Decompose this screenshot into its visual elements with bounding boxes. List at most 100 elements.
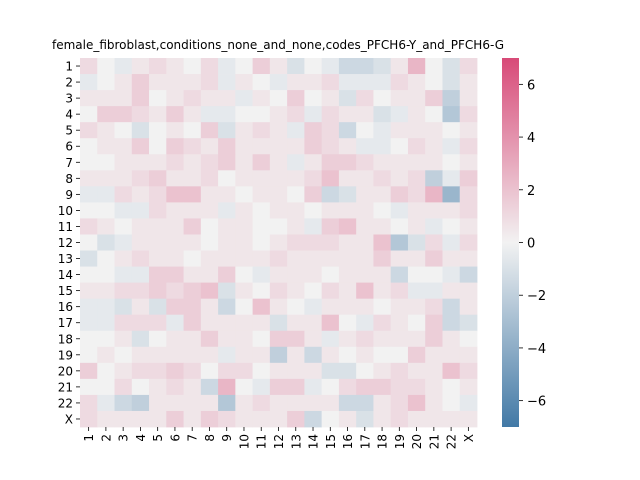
- heatmap-cell: [166, 122, 184, 139]
- heatmap-cell: [356, 266, 374, 284]
- heatmap-cell: [459, 218, 478, 235]
- heatmap-cell: [131, 58, 150, 75]
- heatmap-cell: [80, 298, 98, 316]
- heatmap-cell: [114, 362, 133, 380]
- heatmap-cell: [459, 138, 478, 155]
- row-tick-label: 11: [58, 220, 73, 234]
- heatmap-cell: [166, 138, 184, 155]
- column-tick-label: 19: [393, 434, 407, 449]
- heatmap-cell: [442, 250, 461, 267]
- heatmap-cell: [269, 138, 288, 155]
- heatmap-cell: [321, 266, 340, 284]
- heatmap-cell: [149, 314, 167, 332]
- heatmap-cell: [218, 378, 236, 396]
- heatmap-cell: [200, 266, 219, 284]
- heatmap-cell: [373, 410, 392, 428]
- heatmap-cell: [149, 122, 167, 139]
- heatmap-cell: [425, 394, 443, 412]
- heatmap-cell: [407, 90, 426, 107]
- heatmap-cell: [114, 154, 133, 171]
- heatmap-cell: [218, 330, 236, 348]
- heatmap-cell: [131, 298, 150, 316]
- heatmap-cell: [338, 346, 357, 364]
- heatmap-cell: [218, 202, 236, 219]
- heatmap-cell: [373, 90, 392, 107]
- heatmap-cell: [356, 394, 374, 412]
- heatmap-cell: [373, 106, 392, 123]
- heatmap-cell: [338, 186, 357, 203]
- colorbar-tick-label: −4: [527, 342, 546, 357]
- heatmap-cell: [287, 154, 305, 171]
- heatmap-cell: [114, 122, 133, 139]
- heatmap-cell: [356, 202, 374, 219]
- heatmap-cell: [80, 202, 98, 219]
- heatmap-cell: [97, 154, 115, 171]
- heatmap-cell: [97, 330, 115, 348]
- heatmap-cell: [269, 218, 288, 235]
- heatmap-cell: [356, 346, 374, 364]
- heatmap-cell: [97, 282, 115, 300]
- column-tick-label: 5: [151, 434, 165, 442]
- heatmap-cell: [252, 282, 271, 300]
- heatmap-cell: [183, 378, 202, 396]
- heatmap-cell: [442, 282, 461, 300]
- heatmap-cell: [114, 186, 133, 203]
- heatmap-cell: [390, 362, 409, 380]
- heatmap-cell: [200, 314, 219, 332]
- heatmap-cell: [304, 314, 323, 332]
- heatmap-cell: [356, 58, 374, 75]
- heatmap-cell: [252, 250, 271, 267]
- heatmap-cell: [200, 170, 219, 187]
- heatmap-cell: [356, 410, 374, 428]
- heatmap-cell: [459, 154, 478, 171]
- heatmap-cell: [459, 378, 478, 396]
- heatmap-cell: [407, 282, 426, 300]
- heatmap-cell: [373, 138, 392, 155]
- heatmap-cell: [200, 234, 219, 251]
- heatmap-cell: [218, 410, 236, 428]
- colorbar-tick-label: 2: [527, 184, 535, 199]
- row-tick-label: X: [65, 412, 73, 426]
- heatmap-cell: [459, 266, 478, 284]
- heatmap-cell: [131, 362, 150, 380]
- heatmap-cell: [287, 106, 305, 123]
- heatmap-cell: [131, 138, 150, 155]
- heatmap-cell: [200, 362, 219, 380]
- heatmap-cell: [390, 266, 409, 284]
- heatmap-cell: [407, 298, 426, 316]
- heatmap-cell: [304, 138, 323, 155]
- heatmap-cell: [425, 218, 443, 235]
- heatmap-cell: [321, 154, 340, 171]
- heatmap-cell: [131, 266, 150, 284]
- column-tick-label: 22: [445, 434, 459, 449]
- heatmap-cell: [390, 202, 409, 219]
- heatmap-cell: [338, 282, 357, 300]
- heatmap-cell: [287, 266, 305, 284]
- heatmap-cell: [149, 298, 167, 316]
- heatmap-cell: [304, 362, 323, 380]
- heatmap-cell: [269, 330, 288, 348]
- heatmap-cell: [218, 234, 236, 251]
- heatmap-cell: [166, 266, 184, 284]
- heatmap-cell: [356, 106, 374, 123]
- heatmap-cell: [218, 138, 236, 155]
- heatmap-cell: [97, 186, 115, 203]
- heatmap-cell: [200, 58, 219, 75]
- heatmap-cell: [442, 266, 461, 284]
- heatmap-cell: [407, 154, 426, 171]
- heatmap-cell: [356, 234, 374, 251]
- heatmap-cell: [321, 74, 340, 91]
- heatmap-cell: [459, 106, 478, 123]
- heatmap-cell: [97, 202, 115, 219]
- heatmap-cell: [183, 298, 202, 316]
- heatmap-cell: [80, 170, 98, 187]
- heatmap-cell: [114, 202, 133, 219]
- heatmap-cell: [235, 58, 254, 75]
- heatmap-cell: [149, 138, 167, 155]
- heatmap-cell: [166, 154, 184, 171]
- heatmap-cell: [425, 282, 443, 300]
- column-tick-label: 11: [255, 434, 269, 449]
- heatmap-cell: [252, 298, 271, 316]
- heatmap-cell: [287, 298, 305, 316]
- heatmap-cell: [373, 314, 392, 332]
